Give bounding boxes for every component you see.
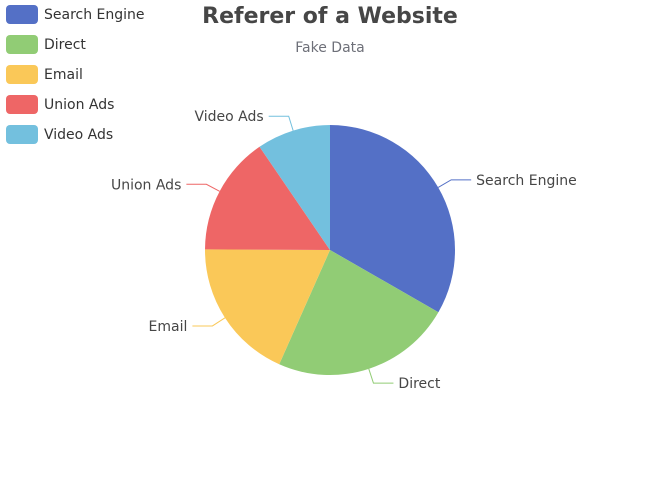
legend-label-video-ads: Video Ads bbox=[44, 127, 113, 143]
legend-swatch-union-ads bbox=[6, 95, 38, 114]
legend-item-direct[interactable]: Direct bbox=[6, 35, 86, 54]
slice-label-direct: Direct bbox=[398, 376, 440, 392]
label-line-search-engine bbox=[437, 179, 472, 188]
legend-label-search-engine: Search Engine bbox=[44, 7, 145, 23]
legend-item-union-ads[interactable]: Union Ads bbox=[6, 95, 114, 114]
legend: Search Engine Direct Email Union Ads Video A… bbox=[6, 5, 145, 144]
pie-slice-search-engine[interactable] bbox=[330, 125, 456, 313]
legend-swatch-direct bbox=[6, 35, 38, 54]
slice-label-search-engine: Search Engine bbox=[476, 173, 577, 189]
legend-item-video-ads[interactable]: Video Ads bbox=[6, 125, 113, 144]
legend-swatch-search-engine bbox=[6, 5, 38, 24]
legend-swatch-email bbox=[6, 65, 38, 84]
slice-labels: Search Engine Direct Email Union Ads Video A… bbox=[111, 109, 577, 392]
pie-slice-direct[interactable] bbox=[279, 250, 439, 375]
pie-slices bbox=[204, 125, 456, 375]
slice-label-email: Email bbox=[149, 319, 188, 335]
slice-label-video-ads: Video Ads bbox=[195, 109, 264, 125]
pie-slice-video-ads[interactable] bbox=[259, 125, 330, 250]
chart-title: Referer of a Website bbox=[202, 4, 458, 29]
legend-swatch-video-ads bbox=[6, 125, 38, 144]
label-line-email bbox=[192, 317, 226, 327]
legend-label-direct: Direct bbox=[44, 37, 86, 53]
label-line-video-ads bbox=[268, 115, 294, 131]
legend-label-union-ads: Union Ads bbox=[44, 97, 114, 113]
label-line-direct bbox=[368, 368, 394, 384]
slice-label-union-ads: Union Ads bbox=[111, 177, 181, 193]
legend-label-email: Email bbox=[44, 67, 83, 83]
legend-item-email[interactable]: Email bbox=[6, 65, 83, 84]
chart-subtitle: Fake Data bbox=[295, 40, 364, 56]
pie-slice-union-ads[interactable] bbox=[205, 146, 330, 250]
legend-item-search-engine[interactable]: Search Engine bbox=[6, 5, 145, 24]
label-line-union-ads bbox=[186, 183, 220, 192]
pie-slice-email[interactable] bbox=[204, 249, 330, 365]
